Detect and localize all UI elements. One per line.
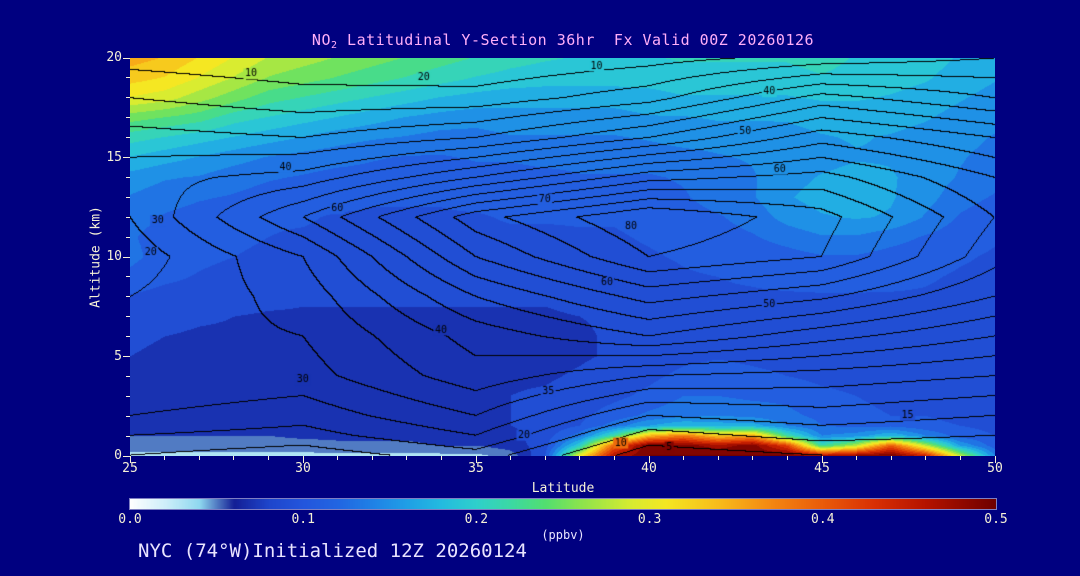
x-axis-tick bbox=[717, 456, 719, 460]
chart-title-rest: Latitudinal Y-Section 36hr Fx Valid 00Z … bbox=[337, 31, 815, 49]
colorbar-tick-label: 0.5 bbox=[984, 512, 1008, 527]
y-axis-tick bbox=[126, 216, 130, 218]
y-tick-label: 20 bbox=[106, 50, 122, 65]
x-axis-tick bbox=[648, 456, 650, 463]
x-axis-tick bbox=[821, 456, 823, 463]
x-axis-tick bbox=[129, 456, 131, 463]
y-axis-tick bbox=[126, 196, 130, 198]
x-axis-tick bbox=[510, 456, 512, 460]
colorbar-tick-label: 0.3 bbox=[637, 512, 662, 527]
x-axis-tick bbox=[371, 456, 373, 460]
chart-title: NO2 Latitudinal Y-Section 36hr Fx Valid … bbox=[130, 31, 996, 51]
x-axis-tick bbox=[994, 456, 996, 463]
y-axis-tick bbox=[126, 336, 130, 338]
x-axis-tick bbox=[752, 456, 754, 460]
x-axis-tick bbox=[613, 456, 615, 460]
x-axis-tick bbox=[890, 456, 892, 460]
x-tick-label: 50 bbox=[987, 461, 1003, 476]
x-axis-tick bbox=[164, 456, 166, 460]
colorbar-tick-label: 0.0 bbox=[118, 512, 142, 527]
x-tick-label: 25 bbox=[122, 461, 138, 476]
x-axis-tick bbox=[198, 456, 200, 460]
x-axis-tick bbox=[475, 456, 477, 463]
x-axis-tick bbox=[302, 456, 304, 463]
x-axis-tick bbox=[440, 456, 442, 460]
x-axis-tick bbox=[233, 456, 235, 460]
y-axis-tick bbox=[126, 97, 130, 99]
y-tick-label: 10 bbox=[106, 249, 122, 264]
colorbar-tick-label: 0.1 bbox=[291, 512, 315, 527]
y-axis-tick bbox=[126, 296, 130, 298]
y-axis-tick bbox=[126, 236, 130, 238]
x-axis-tick bbox=[337, 456, 339, 460]
x-tick-label: 45 bbox=[814, 461, 830, 476]
y-axis-tick bbox=[126, 176, 130, 178]
y-axis-tick bbox=[126, 395, 130, 397]
chart-title-subscript: 2 bbox=[330, 40, 338, 51]
x-axis-label: Latitude bbox=[531, 481, 595, 496]
y-axis-tick bbox=[126, 276, 130, 278]
x-axis-tick bbox=[925, 456, 927, 460]
x-axis-tick bbox=[267, 456, 269, 460]
y-axis-tick bbox=[123, 455, 130, 457]
colorbar-canvas bbox=[129, 498, 997, 510]
y-axis-tick bbox=[126, 435, 130, 437]
x-tick-label: 35 bbox=[468, 461, 484, 476]
x-tick-label: 40 bbox=[641, 461, 657, 476]
x-axis-tick bbox=[406, 456, 408, 460]
x-axis-tick bbox=[683, 456, 685, 460]
y-axis-tick bbox=[123, 157, 130, 158]
y-axis-tick bbox=[126, 316, 130, 318]
x-axis-tick bbox=[579, 456, 581, 460]
y-tick-label: 0 bbox=[114, 448, 122, 463]
y-axis-tick bbox=[126, 137, 130, 139]
y-axis-tick bbox=[126, 77, 130, 79]
x-tick-label: 30 bbox=[295, 461, 311, 476]
colorbar-label: (ppbv) bbox=[541, 528, 585, 542]
y-tick-label: 5 bbox=[114, 348, 122, 364]
y-axis-tick bbox=[126, 117, 130, 119]
y-axis-tick bbox=[123, 256, 130, 258]
y-tick-label: 15 bbox=[106, 149, 122, 165]
x-axis-tick bbox=[856, 456, 858, 460]
footer-annotation: NYC (74°W)Initialized 12Z 20260124 bbox=[138, 540, 527, 562]
x-axis-tick bbox=[544, 456, 546, 460]
y-axis-tick bbox=[126, 415, 130, 417]
colorbar-tick-label: 0.4 bbox=[811, 512, 835, 527]
colorbar-tick-label: 0.2 bbox=[464, 512, 489, 527]
y-axis-tick bbox=[123, 356, 130, 357]
y-axis-tick bbox=[126, 375, 130, 377]
x-axis-tick bbox=[959, 456, 961, 460]
plot-canvas bbox=[130, 58, 995, 456]
chart-title-prefix: NO bbox=[311, 31, 331, 49]
y-axis-tick bbox=[123, 57, 130, 59]
x-axis-tick bbox=[786, 456, 788, 460]
